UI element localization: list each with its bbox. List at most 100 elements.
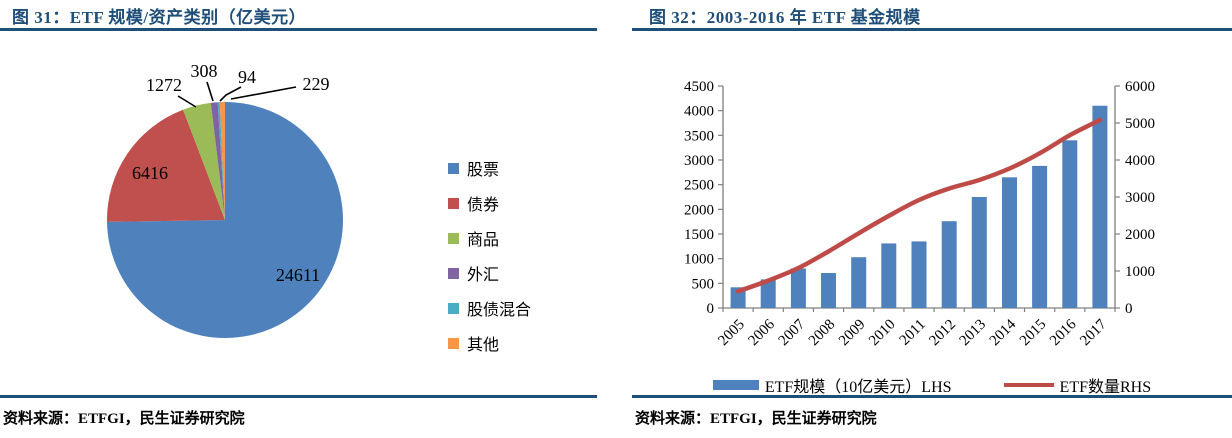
left-axis-label: 4000	[684, 104, 714, 120]
pie-slice-0	[107, 102, 343, 338]
pie-legend-label-4: 股债混合	[467, 302, 532, 319]
bar-2007	[790, 268, 806, 308]
figure-31-title-rule	[0, 28, 597, 31]
x-axis-label-2013: 2013	[957, 317, 990, 350]
x-axis-label-2007: 2007	[776, 316, 809, 349]
pie-label-leader-5	[230, 86, 297, 100]
x-axis-label-2015: 2015	[1017, 317, 1050, 350]
right-axis-label: 2000	[1125, 227, 1155, 243]
pie-label-leader-3	[206, 81, 214, 102]
bar-2011	[911, 241, 927, 308]
pie-legend: 股票债券商品外汇股债混合其他	[448, 158, 531, 368]
left-axis-label: 2000	[684, 202, 714, 218]
pie-chart-svg: 24611 6416 1272 308 94 229	[106, 61, 343, 338]
x-axis-label-2008: 2008	[806, 317, 839, 350]
pie-legend-label-2: 商品	[467, 232, 500, 249]
figure-31: 图 31：ETF 规模/资产类别（亿美元） 24611 6416 1272 308 94…	[0, 0, 597, 438]
pie-legend-item-2: 商品	[448, 228, 531, 249]
pie-legend-swatch-0	[448, 162, 459, 174]
left-axis-label: 3500	[684, 128, 714, 144]
figure-32-title: 图 32：2003-2016 年 ETF 基金规模	[649, 8, 921, 27]
bar-2015	[1032, 165, 1048, 308]
pie-legend-swatch-3	[448, 267, 459, 279]
x-axis-label-2014: 2014	[987, 316, 1020, 349]
left-axis-label: 500	[692, 276, 715, 292]
pie-legend-label-5: 其他	[467, 337, 500, 354]
figure-32-title-rule	[632, 28, 1232, 31]
x-axis-label-2016: 2016	[1047, 316, 1080, 349]
pie-slice-2	[183, 102, 225, 220]
combo-legend-item-0: ETF规模（10亿美元）LHS	[712, 373, 952, 397]
bar-2012	[941, 221, 957, 308]
x-axis-label-2006: 2006	[746, 316, 779, 349]
bar-2009	[851, 257, 867, 308]
figure-32-footer-rule	[632, 395, 1232, 398]
pie-legend-item-0: 股票	[448, 158, 531, 179]
combo-chart-area: 0 500 1000 1500 2000 2500 3000 3500 4000 4500 0 100…	[632, 40, 1232, 396]
pie-slice-5	[219, 101, 225, 220]
pie-legend-label-0: 股票	[467, 162, 500, 179]
bar-2008	[821, 273, 836, 308]
x-axis-label-2012: 2012	[926, 317, 959, 350]
combo-chart-svg: 0 500 1000 1500 2000 2500 3000 3500 4000 4500 0 100…	[684, 79, 1155, 350]
pie-label-leader-4	[219, 86, 242, 102]
bar-2013	[971, 197, 987, 308]
figure-31-footer-rule	[0, 395, 597, 398]
pie-legend-label-1: 债券	[467, 197, 500, 214]
pie-legend-swatch-2	[448, 232, 459, 244]
pie-legend-swatch-4	[448, 302, 459, 314]
figure-32: 图 32：2003-2016 年 ETF 基金规模 0 500 1000 1500 20…	[632, 0, 1232, 438]
pie-value-label-1: 6416	[132, 163, 168, 183]
bar-2010	[881, 243, 897, 308]
pie-legend-swatch-1	[448, 197, 459, 209]
pie-slice-4	[217, 102, 225, 220]
pie-chart-area: 24611 6416 1272 308 94 229 股票债券商品外汇股债混合其他	[0, 40, 597, 370]
pie-value-label-0: 24611	[276, 265, 320, 285]
figure-32-source: 资料来源：ETFGI，民生证券研究院	[635, 411, 877, 427]
pie-legend-item-1: 债券	[448, 193, 531, 214]
combo-legend: ETF规模（10亿美元）LHS ETF数量RHS	[632, 373, 1232, 397]
bar-2016	[1062, 140, 1078, 308]
pie-value-label-3: 308	[191, 61, 218, 81]
left-axis-label: 1000	[684, 252, 714, 268]
left-axis-label: 4500	[684, 79, 714, 95]
pie-legend-item-4: 股债混合	[448, 298, 532, 319]
x-axis-label-2017: 2017	[1077, 316, 1110, 349]
combo-legend-swatch-bar	[712, 380, 759, 390]
left-axis-label: 0	[707, 301, 715, 317]
pie-slice-3	[210, 102, 225, 220]
x-axis-label-2010: 2010	[866, 317, 899, 350]
pie-legend-swatch-5	[448, 337, 459, 349]
bar-2017	[1092, 105, 1108, 308]
right-axis-label: 1000	[1125, 264, 1155, 280]
pie-legend-item-5: 其他	[448, 333, 531, 354]
etf-count-line	[735, 117, 1103, 294]
left-axis-label: 1500	[684, 227, 714, 243]
left-axis-label: 3000	[684, 153, 714, 169]
pie-legend-item-3: 外汇	[448, 263, 531, 284]
pie-slice-1	[106, 109, 225, 222]
combo-legend-swatch-line	[1003, 383, 1054, 387]
figure-31-title: 图 31：ETF 规模/资产类别（亿美元）	[12, 8, 307, 27]
pie-value-label-4: 94	[238, 67, 256, 87]
right-axis-label: 4000	[1125, 153, 1155, 169]
pie-value-label-5: 229	[303, 74, 330, 94]
combo-legend-label-1: ETF数量RHS	[1059, 379, 1152, 396]
combo-legend-label-0: ETF规模（10亿美元）LHS	[764, 379, 952, 396]
right-axis-label: 6000	[1125, 79, 1155, 95]
pie-value-label-2: 1272	[146, 75, 182, 95]
figure-31-source: 资料来源：ETFGI，民生证券研究院	[3, 411, 245, 427]
x-axis-label-2005: 2005	[715, 317, 748, 350]
bar-2005	[730, 287, 746, 308]
left-axis-label: 2500	[684, 178, 714, 194]
right-axis-label: 5000	[1125, 116, 1155, 132]
x-axis-label-2011: 2011	[897, 317, 929, 349]
pie-legend-label-3: 外汇	[467, 267, 500, 284]
right-axis-label: 3000	[1125, 190, 1155, 206]
x-axis-label-2009: 2009	[836, 317, 869, 350]
right-axis-label: 0	[1125, 301, 1133, 317]
bar-2006	[760, 279, 776, 308]
pie-label-leader-2	[177, 95, 197, 108]
bar-2014	[1002, 177, 1017, 308]
